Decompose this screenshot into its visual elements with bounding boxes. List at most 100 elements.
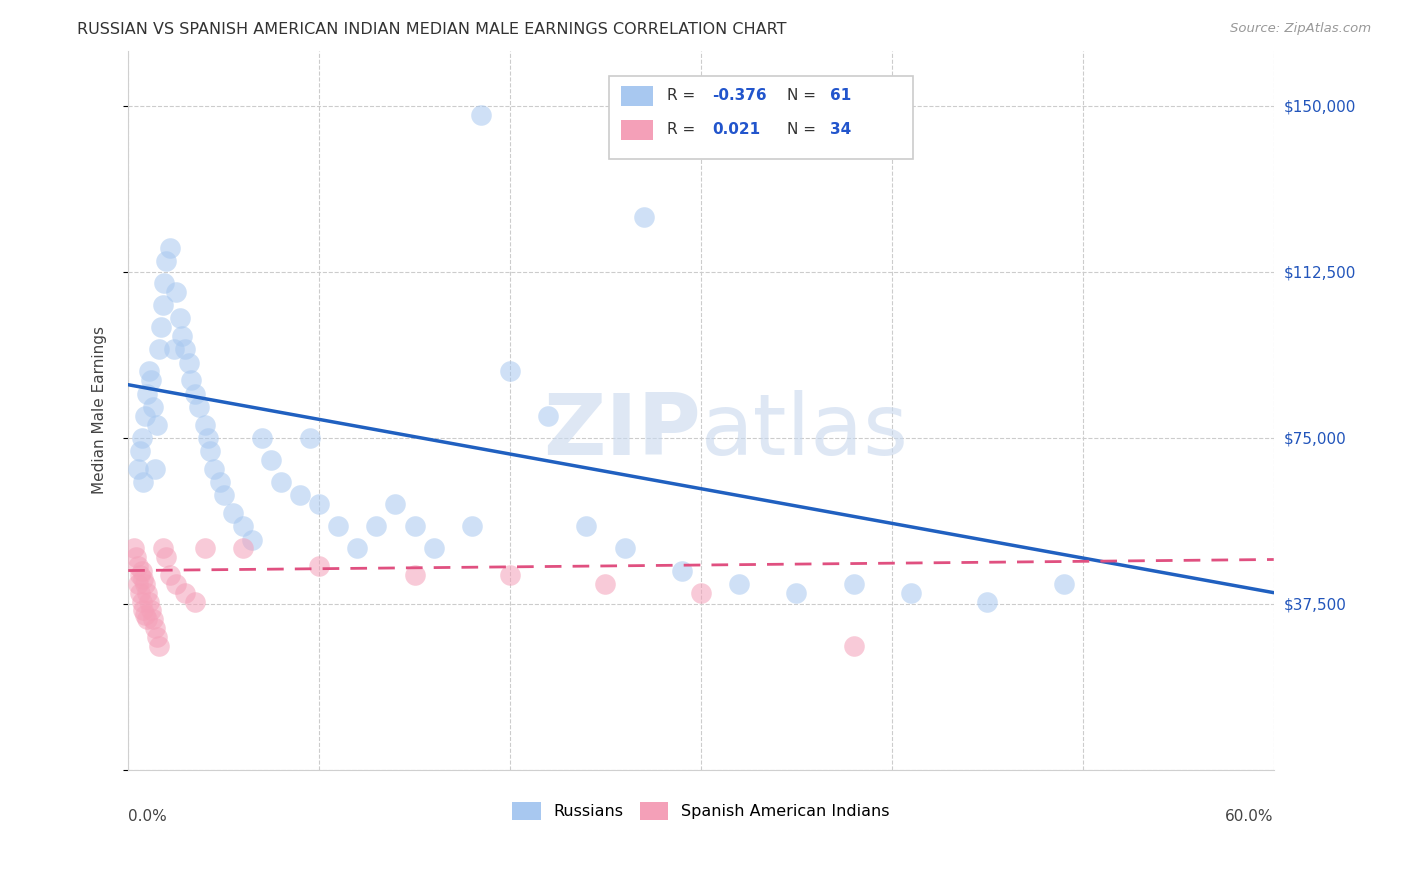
Point: [148, 639, 170, 653]
Point: [134, 409, 156, 423]
Point: [613, 541, 636, 556]
FancyBboxPatch shape: [609, 76, 912, 159]
Point: [131, 594, 153, 608]
Point: [470, 108, 492, 122]
Text: RUSSIAN VS SPANISH AMERICAN INDIAN MEDIAN MALE EARNINGS CORRELATION CHART: RUSSIAN VS SPANISH AMERICAN INDIAN MEDIA…: [77, 22, 787, 37]
Point: [232, 541, 254, 556]
Point: [134, 577, 156, 591]
Point: [404, 519, 426, 533]
Point: [288, 488, 311, 502]
Point: [1053, 577, 1076, 591]
Point: [143, 462, 166, 476]
Text: 60.0%: 60.0%: [1225, 809, 1274, 824]
Point: [131, 431, 153, 445]
Text: -0.376: -0.376: [713, 88, 768, 103]
Point: [174, 585, 197, 599]
Point: [184, 594, 207, 608]
Point: [159, 568, 181, 582]
Point: [127, 577, 149, 591]
Text: N =: N =: [787, 88, 821, 103]
Text: R =: R =: [666, 88, 700, 103]
Point: [308, 559, 330, 574]
Point: [404, 568, 426, 582]
FancyBboxPatch shape: [621, 86, 652, 106]
Point: [170, 329, 193, 343]
Point: [422, 541, 444, 556]
Point: [159, 241, 181, 255]
Point: [128, 444, 150, 458]
Point: [202, 462, 225, 476]
Point: [165, 577, 187, 591]
Point: [132, 475, 155, 489]
Point: [633, 210, 655, 224]
Point: [125, 550, 148, 565]
Text: R =: R =: [666, 122, 700, 137]
Point: [308, 497, 330, 511]
Point: [153, 276, 176, 290]
Text: atlas: atlas: [702, 390, 908, 474]
Point: [136, 585, 159, 599]
Point: [250, 431, 273, 445]
Point: [127, 559, 149, 574]
Point: [222, 506, 245, 520]
Point: [208, 475, 231, 489]
Point: [900, 585, 922, 599]
Point: [671, 564, 693, 578]
Point: [155, 550, 177, 565]
Point: [163, 343, 186, 357]
Point: [142, 400, 165, 414]
Point: [127, 462, 149, 476]
Point: [122, 541, 145, 556]
Point: [146, 630, 169, 644]
Point: [461, 519, 484, 533]
Point: [193, 541, 215, 556]
Point: [728, 577, 751, 591]
Point: [179, 356, 201, 370]
Point: [575, 519, 598, 533]
Point: [155, 253, 177, 268]
Point: [136, 386, 159, 401]
Point: [187, 400, 209, 414]
Point: [328, 519, 350, 533]
Point: [260, 453, 283, 467]
Point: [148, 343, 170, 357]
Point: [270, 475, 292, 489]
Point: [184, 386, 207, 401]
Point: [138, 594, 160, 608]
Point: [128, 568, 150, 582]
Point: [197, 431, 219, 445]
Point: [212, 488, 235, 502]
Point: [384, 497, 406, 511]
Text: 0.0%: 0.0%: [128, 809, 167, 824]
Point: [200, 444, 222, 458]
Y-axis label: Median Male Earnings: Median Male Earnings: [93, 326, 107, 494]
Point: [152, 541, 174, 556]
Point: [499, 568, 522, 582]
Point: [193, 417, 215, 432]
Point: [128, 585, 150, 599]
Point: [134, 607, 156, 622]
Point: [165, 285, 187, 299]
Point: [143, 621, 166, 635]
Point: [595, 577, 617, 591]
FancyBboxPatch shape: [621, 120, 652, 140]
Point: [240, 533, 263, 547]
Point: [842, 639, 865, 653]
Point: [180, 373, 202, 387]
Point: [169, 311, 191, 326]
Point: [152, 298, 174, 312]
Point: [149, 320, 172, 334]
Legend: Russians, Spanish American Indians: Russians, Spanish American Indians: [506, 795, 896, 826]
Point: [499, 364, 522, 378]
Point: [131, 564, 153, 578]
Point: [785, 585, 807, 599]
Point: [142, 612, 165, 626]
Text: ZIP: ZIP: [543, 390, 702, 474]
Text: 34: 34: [831, 122, 852, 137]
Text: 0.021: 0.021: [713, 122, 761, 137]
Text: Source: ZipAtlas.com: Source: ZipAtlas.com: [1230, 22, 1371, 36]
Point: [132, 603, 155, 617]
Point: [174, 343, 197, 357]
Point: [136, 612, 159, 626]
Point: [138, 364, 160, 378]
